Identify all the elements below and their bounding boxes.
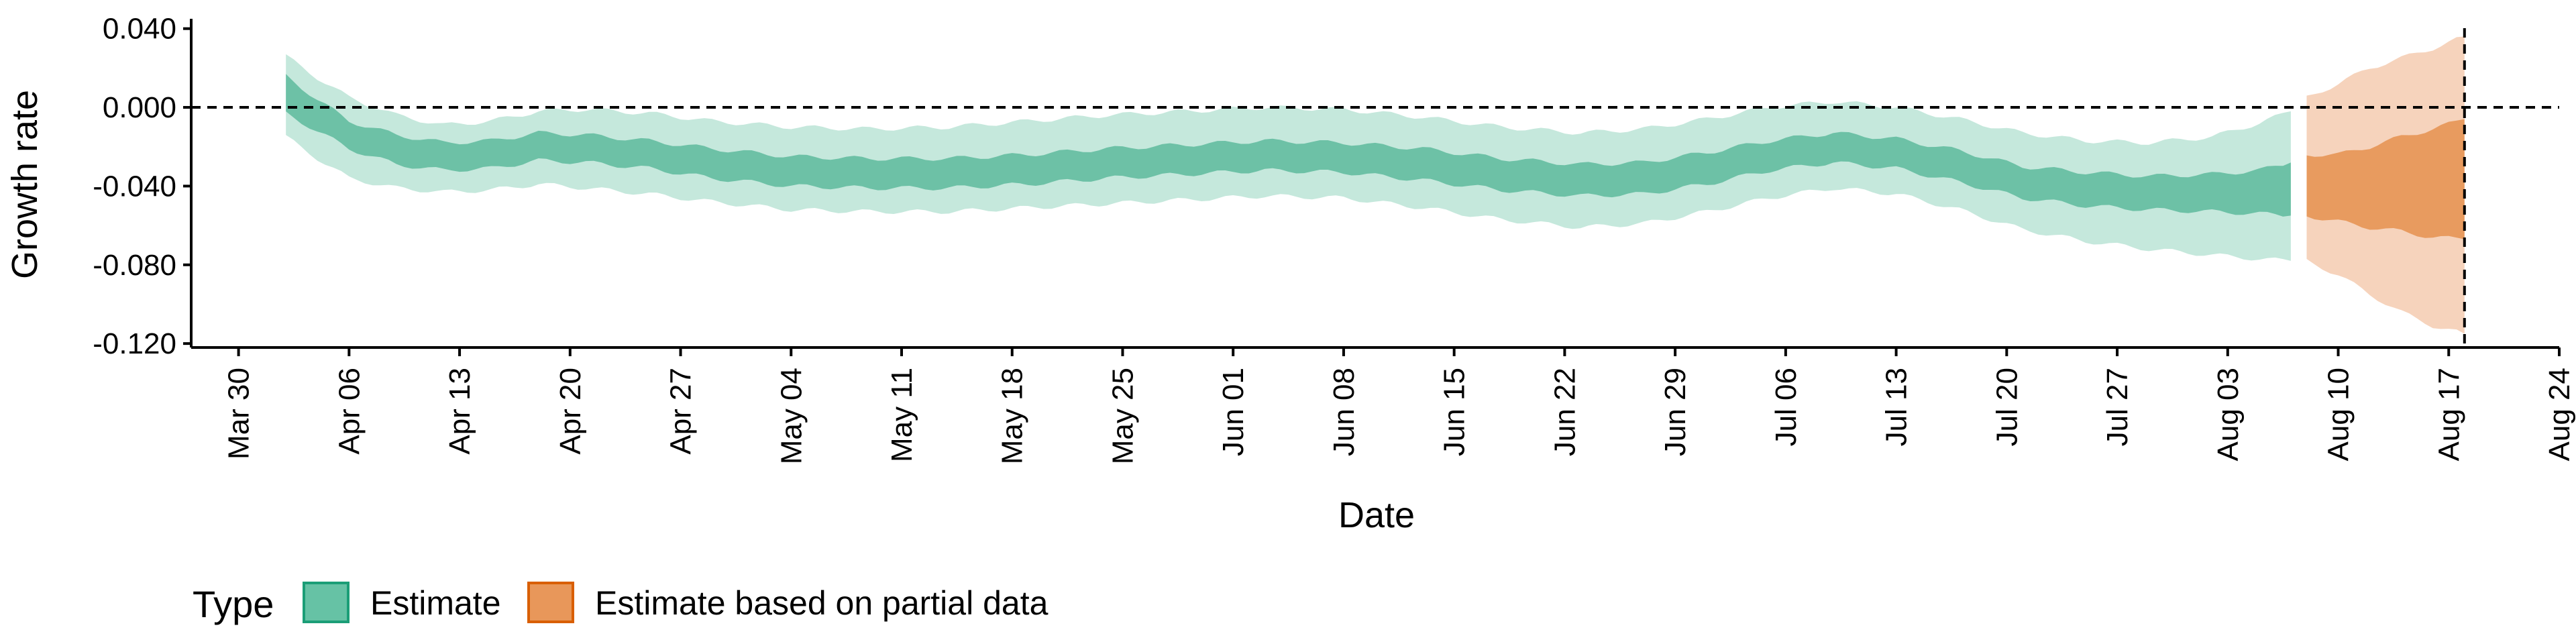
y-axis-title: Growth rate xyxy=(5,90,45,279)
x-tick-label: Mar 30 xyxy=(223,368,256,460)
y-axis-ticks: 0.040 0.000 -0.040 -0.080 -0.120 xyxy=(93,13,191,360)
x-tick-label: May 11 xyxy=(885,368,918,462)
legend-label-partial: Estimate based on partial data xyxy=(595,584,1049,622)
x-tick-label: Jun 22 xyxy=(1548,368,1581,456)
x-tick-label: May 25 xyxy=(1106,368,1139,464)
x-tick-label: Jun 01 xyxy=(1217,368,1250,456)
ribbons-layer xyxy=(286,36,2465,334)
x-tick-label: Aug 24 xyxy=(2543,368,2576,461)
legend-key-partial xyxy=(527,582,574,623)
ribbon-50-estimate xyxy=(286,74,2291,217)
y-tick-label: 0.000 xyxy=(103,91,176,124)
x-tick-label: Jun 08 xyxy=(1328,368,1360,456)
x-tick-label: Jul 13 xyxy=(1880,368,1913,446)
reference-lines xyxy=(191,28,2559,347)
x-tick-label: Apr 27 xyxy=(665,368,698,455)
ribbon-50-estimate-based-on-partial-data xyxy=(2306,119,2465,239)
x-tick-label: Aug 17 xyxy=(2432,368,2465,461)
x-tick-label: May 04 xyxy=(775,368,808,464)
x-tick-label: Jul 06 xyxy=(1770,368,1803,446)
x-axis-title: Date xyxy=(1338,495,1415,535)
x-tick-label: Jun 29 xyxy=(1659,368,1692,456)
x-tick-label: Jul 27 xyxy=(2101,368,2134,446)
y-tick-label: -0.080 xyxy=(93,249,176,282)
legend: Type Estimate Estimate based on partial … xyxy=(193,582,1049,625)
x-tick-label: Apr 20 xyxy=(554,368,587,455)
x-tick-label: May 18 xyxy=(996,368,1029,464)
y-tick-label: 0.040 xyxy=(103,13,176,46)
legend-label-estimate: Estimate xyxy=(370,584,501,622)
y-tick-label: -0.120 xyxy=(93,327,176,360)
x-tick-label: Apr 13 xyxy=(443,368,476,455)
y-tick-label: -0.040 xyxy=(93,170,176,203)
legend-title: Type xyxy=(193,583,274,625)
x-tick-label: Jul 20 xyxy=(1990,368,2023,446)
axes-layer xyxy=(190,19,2559,349)
x-tick-label: Apr 06 xyxy=(333,368,366,455)
x-axis-ticks: Mar 30 Apr 06 Apr 13 Apr 20 Apr 27 May 04 May … xyxy=(223,347,2576,464)
x-tick-label: Aug 03 xyxy=(2212,368,2245,461)
x-tick-label: Jun 15 xyxy=(1438,368,1471,456)
legend-key-estimate xyxy=(303,582,350,623)
x-tick-label: Aug 10 xyxy=(2322,368,2355,461)
